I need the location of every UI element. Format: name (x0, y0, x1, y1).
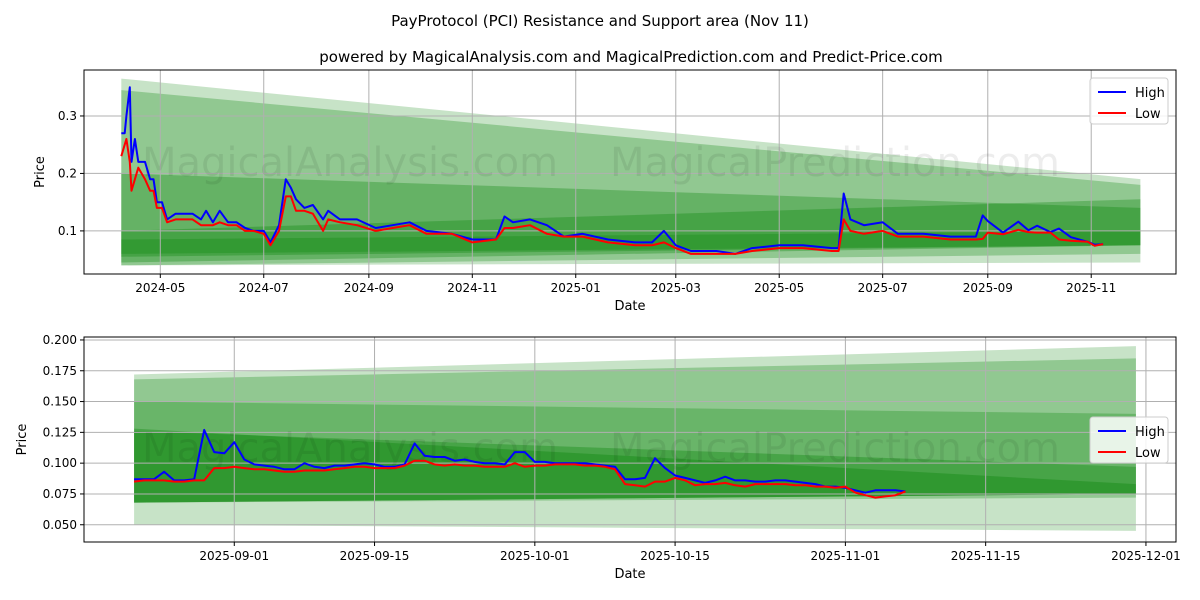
support-resistance-band (134, 401, 1136, 503)
y-tick-label: 0.100 (43, 456, 77, 470)
watermark: MagicalPrediction.com (610, 140, 1060, 186)
x-tick-label: 2025-09-01 (199, 549, 269, 563)
x-tick-label: 2024-11 (447, 281, 497, 295)
plot-frame (83, 336, 1177, 543)
x-tick-label: 2024-07 (239, 281, 289, 295)
y-tick-label: 0.150 (43, 395, 77, 409)
x-tick-label: 2025-05 (754, 281, 804, 295)
series-line-low (133, 459, 906, 499)
y-tick-label: 0.125 (43, 425, 77, 439)
watermark: MagicalPrediction.com (610, 426, 1060, 472)
legend-label-high: High (1135, 86, 1165, 101)
x-tick-label: 2025-11-15 (951, 549, 1021, 563)
x-tick-label: 2025-10-01 (500, 549, 570, 563)
x-tick-label: 2025-07 (858, 281, 908, 295)
y-axis-label: Price (15, 424, 30, 456)
support-resistance-band (121, 199, 1141, 257)
x-tick-label: 2025-03 (651, 281, 701, 295)
x-tick-label: 2025-12-01 (1111, 549, 1181, 563)
series-line-low (120, 138, 1104, 255)
chart-title: PayProtocol (PCI) Resistance and Support… (391, 12, 809, 30)
y-tick-label: 0.075 (43, 487, 77, 501)
y-tick-label: 0.1 (58, 224, 77, 238)
support-resistance-band (121, 90, 1141, 266)
x-tick-label: 2025-10-15 (640, 549, 710, 563)
support-resistance-band (134, 431, 1136, 503)
legend-label-high: High (1135, 425, 1165, 440)
y-tick-label: 0.200 (43, 333, 77, 347)
x-tick-label: 2025-09-15 (340, 549, 410, 563)
x-axis-label: Date (614, 299, 645, 314)
x-tick-label: 2025-11 (1066, 281, 1116, 295)
x-tick-label: 2025-09 (963, 281, 1013, 295)
support-resistance-band (121, 173, 1141, 263)
series-line-high (121, 86, 1104, 255)
legend-label-low: Low (1135, 107, 1161, 122)
top-chart: 2024-05 2024-07 2024-09 2024-11 2025-01 2025-… (33, 69, 1177, 314)
series-line-high (134, 428, 906, 494)
x-tick-label: 2024-05 (135, 281, 185, 295)
x-tick-label: 2024-09 (344, 281, 394, 295)
legend-label-low: Low (1135, 446, 1161, 461)
support-resistance-band (134, 346, 1136, 531)
support-resistance-band (121, 78, 1141, 266)
x-tick-label: 2025-01 (551, 281, 601, 295)
y-tick-label: 0.050 (43, 518, 77, 532)
support-resistance-band (134, 428, 1136, 503)
plot-frame (83, 69, 1177, 275)
watermark: MagicalAnalysis.com (142, 140, 558, 186)
y-tick-label: 0.175 (43, 364, 77, 378)
x-tick-label: 2025-11-01 (811, 549, 881, 563)
y-tick-label: 0.2 (58, 166, 77, 180)
y-axis-label: Price (33, 156, 48, 188)
x-axis-label: Date (614, 567, 645, 582)
chart-subtitle: powered by MagicalAnalysis.com and Magic… (319, 48, 943, 66)
y-tick-label: 0.3 (58, 109, 77, 123)
bottom-chart: 2025-09-01 2025-09-15 2025-10-01 2025-10-15… (15, 333, 1181, 582)
